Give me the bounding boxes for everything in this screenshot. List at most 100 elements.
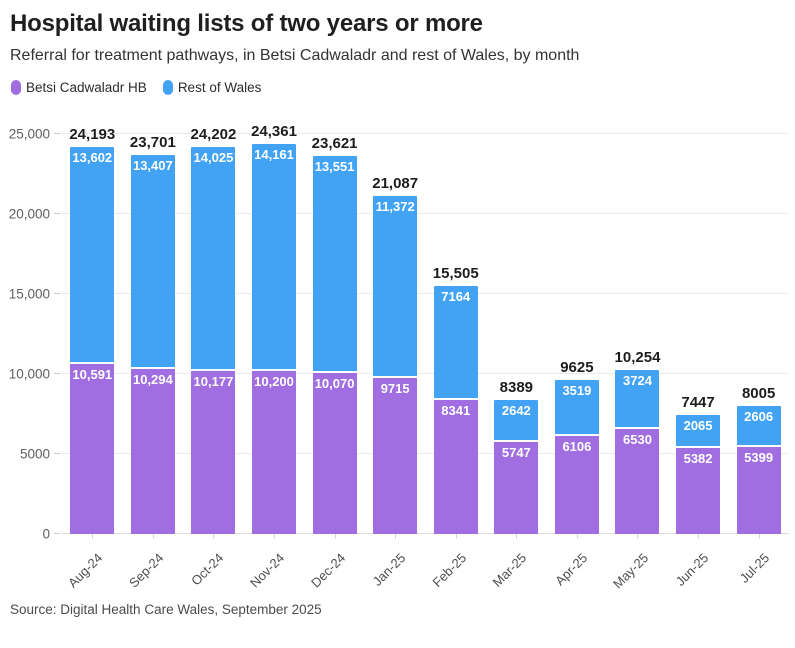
rest-of-wales-value-label: 3519 (562, 382, 592, 398)
betsi-segment: 10,177 (191, 370, 236, 534)
x-axis-tick (698, 533, 700, 539)
legend-label-betsi: Betsi Cadwaladr HB (26, 79, 147, 95)
total-value-label: 24,361 (251, 123, 297, 141)
betsi-value-label: 9715 (380, 381, 410, 397)
gridline (62, 212, 789, 214)
bar-slot: 2065 5382 7447 (668, 134, 729, 539)
bar-slot: 3724 6530 10,254 (607, 134, 668, 539)
rest-of-wales-segment: 11,372 (373, 196, 418, 379)
x-axis: Aug-24 Sep-24 Oct-24 Nov-24 Dec-24 Jan-25 Feb-… (62, 534, 789, 591)
rest-of-wales-value-label: 2642 (501, 402, 531, 418)
stacked-bar: 7164 8341 (433, 285, 478, 534)
legend-item-betsi: Betsi Cadwaladr HB (11, 79, 147, 95)
x-axis-tick (758, 533, 760, 539)
stacked-bar: 2606 5399 (736, 405, 781, 534)
y-axis-label: 15,000 (8, 286, 50, 302)
betsi-value-label: 10,591 (72, 367, 113, 383)
x-axis-tick (334, 533, 336, 539)
rest-of-wales-value-label: 11,372 (375, 199, 415, 215)
rest-of-wales-segment: 13,551 (312, 155, 357, 373)
total-value-label: 24,193 (69, 125, 116, 143)
bar-slot: 2642 5747 8389 (486, 134, 547, 539)
chart-header: Hospital waiting lists of two years or m… (0, 0, 795, 95)
bar-slot: 14,025 10,177 24,202 (183, 126, 244, 539)
rest-of-wales-value-label: 7164 (441, 288, 471, 304)
betsi-value-label: 5382 (683, 450, 713, 466)
y-axis-tick (54, 532, 60, 534)
rest-of-wales-value-label: 14,025 (193, 149, 234, 165)
stacked-bar: 13,551 10,070 (312, 155, 357, 534)
bar-slot: 13,407 10,294 23,701 (123, 134, 184, 539)
rest-of-wales-segment: 3724 (615, 369, 660, 430)
gridline (62, 132, 789, 134)
x-axis-tick (92, 533, 94, 539)
betsi-value-label: 10,200 (254, 373, 294, 389)
chart-subtitle: Referral for treatment pathways, in Bets… (10, 46, 580, 64)
betsi-value-label: 6530 (623, 432, 652, 448)
total-value-label: 21,087 (372, 175, 419, 193)
stacked-bar: 14,161 10,200 (252, 144, 297, 534)
bar-slot: 7164 8341 15,505 (425, 134, 486, 539)
y-axis-tick (54, 452, 60, 454)
rest-of-wales-segment: 14,025 (191, 146, 236, 371)
y-axis-label: 5000 (19, 446, 50, 462)
legend-swatch-rest-of-wales-icon (162, 79, 173, 95)
gridline (62, 372, 789, 374)
bar-slot: 14,161 10,200 24,361 (244, 123, 305, 539)
x-axis-tick (152, 533, 154, 539)
rest-of-wales-segment: 2065 (676, 414, 721, 448)
x-axis-tick (516, 533, 518, 539)
total-value-label: 24,202 (190, 125, 237, 143)
y-axis-tick (54, 212, 60, 214)
betsi-value-label: 10,177 (193, 373, 234, 389)
rest-of-wales-segment: 14,161 (252, 144, 297, 371)
total-value-label: 10,254 (614, 348, 661, 366)
rest-of-wales-segment: 7164 (433, 285, 478, 401)
betsi-segment: 10,200 (252, 370, 297, 534)
total-value-label: 15,505 (432, 264, 479, 282)
gridline (62, 292, 789, 294)
y-axis-label: 20,000 (8, 206, 50, 222)
betsi-segment: 10,070 (312, 372, 357, 534)
total-value-label: 9625 (560, 358, 594, 376)
betsi-segment: 10,294 (130, 369, 175, 534)
x-axis-tick (274, 533, 276, 539)
betsi-segment: 5382 (676, 447, 721, 534)
gridline (62, 452, 789, 454)
betsi-segment: 6106 (554, 436, 599, 534)
page-title: Hospital waiting lists of two years or m… (10, 10, 483, 37)
legend-item-rest-of-wales: Rest of Wales (162, 79, 262, 95)
stacked-bar: 13,602 10,591 (70, 146, 115, 534)
rest-of-wales-segment: 3519 (554, 379, 599, 437)
y-axis-label: 10,000 (8, 366, 50, 382)
rest-of-wales-segment: 13,602 (70, 146, 115, 365)
stacked-bar: 13,407 10,294 (130, 154, 175, 534)
betsi-segment: 6530 (615, 429, 660, 534)
betsi-value-label: 8341 (441, 403, 471, 419)
stacked-bar: 14,025 10,177 (191, 146, 236, 534)
rest-of-wales-value-label: 13,551 (314, 158, 355, 174)
bar-slot: 13,551 10,070 23,621 (304, 134, 365, 539)
betsi-segment: 8341 (433, 400, 478, 534)
rest-of-wales-segment: 13,407 (130, 154, 175, 370)
source-note: Source: Digital Health Care Wales, Septe… (10, 601, 322, 617)
legend: Betsi Cadwaladr HB Rest of Wales (10, 79, 783, 95)
y-axis-label: 25,000 (8, 126, 50, 142)
x-axis-tick (576, 533, 578, 539)
betsi-value-label: 10,070 (314, 375, 355, 391)
rest-of-wales-value-label: 3724 (623, 372, 652, 388)
bar-slot: 13,602 10,591 24,193 (62, 126, 123, 539)
plot-area: 0 5000 10,000 15,000 20,000 25,000 13,602 10,59… (9, 123, 789, 591)
stacked-bar: 3724 6530 (615, 369, 660, 534)
total-value-label: 23,621 (311, 134, 358, 152)
betsi-value-label: 6106 (562, 439, 592, 455)
legend-label-rest-of-wales: Rest of Wales (177, 79, 262, 95)
x-axis-tick (455, 533, 457, 539)
rest-of-wales-segment: 2606 (736, 405, 781, 448)
rest-of-wales-value-label: 2606 (744, 408, 774, 424)
bars-container: 13,602 10,591 24,193 13,407 10,294 23,701 14,0… (62, 123, 789, 539)
rest-of-wales-value-label: 13,407 (132, 157, 173, 173)
betsi-segment: 5747 (494, 441, 539, 534)
rest-of-wales-segment: 2642 (494, 399, 539, 442)
gridline (62, 532, 789, 534)
